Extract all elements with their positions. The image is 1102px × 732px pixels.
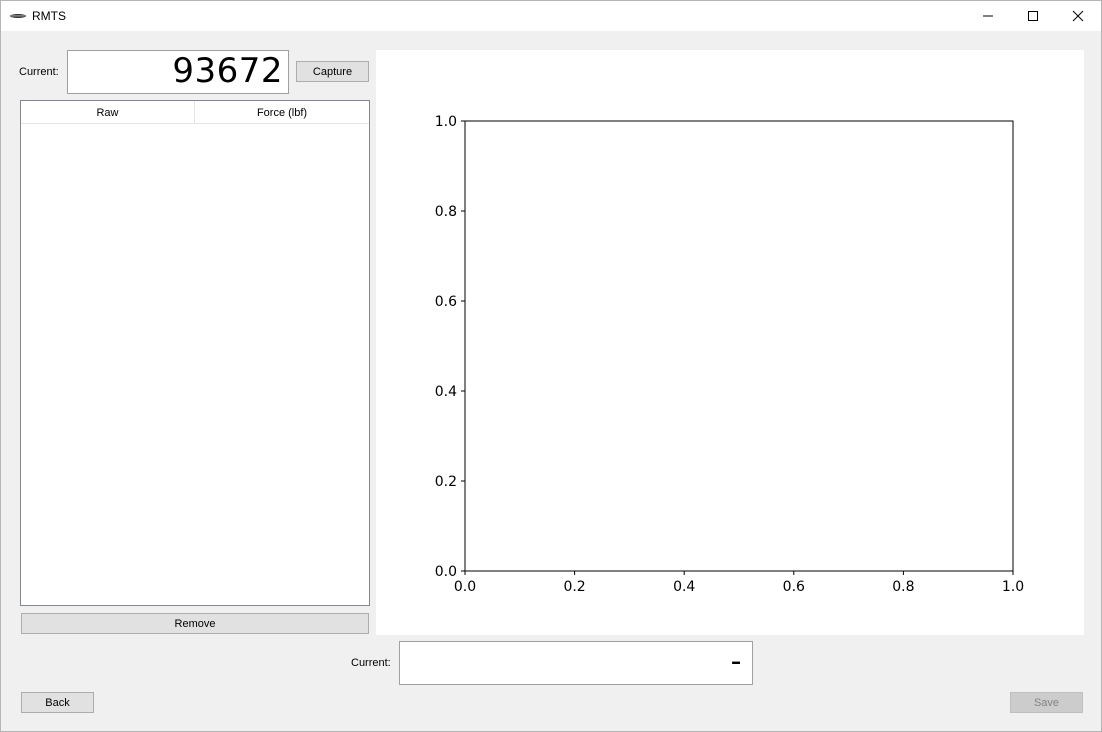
- capture-table[interactable]: Raw Force (lbf): [20, 100, 370, 606]
- maximize-button[interactable]: [1010, 1, 1055, 31]
- x-tick-label: 0.4: [673, 579, 695, 595]
- x-tick-label: 0.6: [783, 579, 805, 595]
- bottom-current-readout: -: [399, 641, 753, 685]
- y-tick-label: 0.0: [435, 564, 457, 580]
- close-button[interactable]: [1055, 1, 1100, 31]
- plot-canvas: 0.0 0.2 0.4 0.6 0.8 1.0 0.0 0.2 0.4 0.6 0.8 1.0: [376, 50, 1084, 635]
- capture-button[interactable]: Capture: [296, 61, 369, 82]
- minimize-icon: [982, 15, 993, 17]
- close-icon: [1072, 10, 1083, 22]
- remove-button[interactable]: Remove: [21, 613, 369, 634]
- bottom-current-value: -: [730, 644, 742, 679]
- title-bar[interactable]: RMTS: [1, 1, 1101, 31]
- maximize-icon: [1027, 11, 1038, 21]
- x-tick-label: 0.8: [892, 579, 914, 595]
- column-header-raw[interactable]: Raw: [21, 101, 195, 124]
- y-tick-label: 0.8: [435, 204, 457, 220]
- column-header-force[interactable]: Force (lbf): [256, 106, 308, 119]
- y-tick-label: 0.4: [435, 384, 457, 400]
- axes-frame: [464, 120, 1014, 572]
- table-header: Raw Force (lbf): [21, 101, 369, 124]
- minimize-button[interactable]: [965, 1, 1010, 31]
- current-value: 93672: [172, 51, 283, 91]
- x-tick-label: 0.0: [454, 579, 476, 595]
- x-tick-label: 1.0: [1002, 579, 1024, 595]
- chart: 0.0 0.2 0.4 0.6 0.8 1.0 0.0 0.2 0.4 0.6 0.8 1.0: [435, 114, 1024, 595]
- x-tick-label: 0.2: [563, 579, 585, 595]
- y-tick-label: 1.0: [435, 114, 457, 130]
- y-tick-label: 0.6: [435, 294, 457, 310]
- bottom-current-label: Current:: [351, 657, 391, 669]
- current-readout: 93672: [67, 50, 289, 94]
- app-icon: [10, 14, 26, 18]
- y-tick-label: 0.2: [435, 474, 457, 490]
- back-button[interactable]: Back: [21, 692, 94, 713]
- current-label: Current:: [19, 66, 59, 78]
- window-title: RMTS: [32, 9, 66, 23]
- save-button[interactable]: Save: [1010, 692, 1083, 713]
